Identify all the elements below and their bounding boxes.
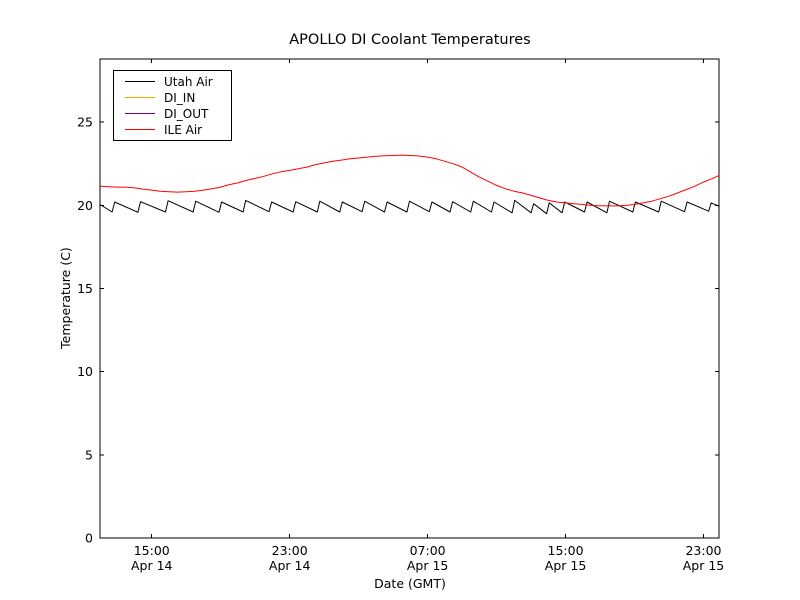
legend-line-sample-ile-air	[125, 129, 155, 130]
x-tick-label-time: 15:00	[548, 543, 584, 558]
y-tick-label: 0	[85, 531, 93, 546]
series-line-ile-air	[99, 154, 720, 207]
x-tick-label-date: Apr 15	[545, 558, 587, 573]
x-tick-label-date: Apr 15	[407, 558, 449, 573]
x-tick-label-date: Apr 14	[131, 558, 173, 573]
x-tick-label-time: 07:00	[410, 543, 446, 558]
x-tick-label-date: Apr 14	[269, 558, 311, 573]
legend-label-ile-air: ILE Air	[164, 122, 203, 137]
x-tick-label-time: 23:00	[685, 543, 721, 558]
y-tick-label: 25	[77, 115, 93, 130]
legend-label-di-out: DI_OUT	[164, 106, 209, 121]
y-tick-label: 10	[77, 364, 93, 379]
x-tick-label-date: Apr 15	[683, 558, 725, 573]
legend-item-utah-air: Utah Air	[114, 74, 231, 90]
y-tick-label: 20	[77, 198, 93, 213]
x-tick-label-time: 15:00	[134, 543, 170, 558]
legend-line-sample-di-out	[125, 113, 155, 114]
legend-label-utah-air: Utah Air	[164, 74, 213, 89]
legend-item-di-out: DI_OUT	[114, 106, 231, 122]
legend: Utah Air DI_IN DI_OUT ILE Air	[113, 70, 232, 141]
series-line-utah-air	[99, 199, 720, 215]
legend-line-sample-di-in	[125, 97, 155, 98]
x-tick-label-time: 23:00	[272, 543, 308, 558]
axes-frame	[99, 58, 720, 539]
y-tick-label: 5	[85, 447, 93, 462]
legend-item-di-in: DI_IN	[114, 90, 231, 106]
x-axis-label: Date (GMT)	[374, 576, 446, 591]
legend-item-ile-air: ILE Air	[114, 122, 231, 138]
legend-label-di-in: DI_IN	[164, 90, 196, 105]
y-tick-label: 15	[77, 281, 93, 296]
legend-line-sample-utah-air	[125, 81, 155, 82]
chart-title: APOLLO DI Coolant Temperatures	[289, 32, 531, 48]
